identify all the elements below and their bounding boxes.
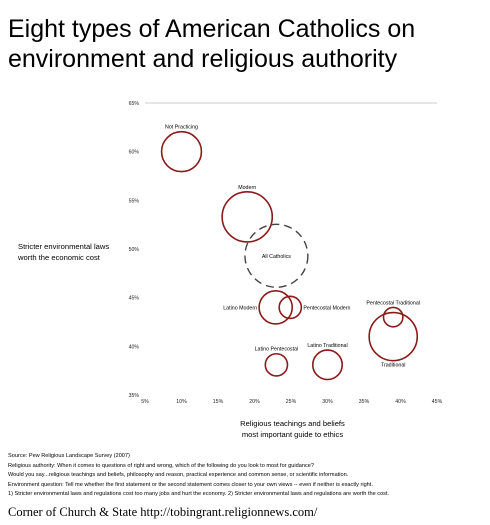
y-tick-label: 45% bbox=[129, 296, 140, 302]
bubble-label: Pentecostal Modern bbox=[303, 305, 350, 311]
chart-title-line-1: Eight types of American Catholics on bbox=[8, 15, 416, 43]
bubble-label: Latino Modern bbox=[223, 305, 257, 311]
bubble-label: All Catholics bbox=[262, 254, 291, 260]
axis-layer: 35% 40% 45% 50% 55% 60% 65% 5% 10% 15% 20% 25% 30% 35… bbox=[129, 101, 443, 405]
y-axis-label: Stricter environmental laws worth the ec… bbox=[18, 241, 128, 263]
x-tick-label: 15% bbox=[213, 399, 224, 405]
bubble-point bbox=[160, 130, 203, 173]
y-tick-label: 50% bbox=[129, 247, 140, 253]
bubble-point bbox=[311, 349, 344, 381]
label-layer: Not Practicing Modern All Catholics Latino … bbox=[165, 125, 420, 369]
y-axis-label-line-1: Stricter environmental laws bbox=[18, 242, 110, 251]
bubble-point bbox=[258, 290, 294, 325]
note-source: Source: Pew Religious Landscape Survey (… bbox=[8, 453, 130, 459]
chart-title: Eight types of American Catholics on env… bbox=[8, 14, 484, 74]
y-tick-label: 65% bbox=[129, 101, 140, 107]
y-tick-label: 40% bbox=[129, 344, 140, 350]
source-notes: Source: Pew Religious Landscape Survey (… bbox=[8, 452, 486, 500]
bubble-point bbox=[278, 295, 303, 320]
x-axis-label: Religious teachings and beliefs most imp… bbox=[200, 418, 385, 440]
note-authority-question: Religious authority: When it comes to qu… bbox=[8, 462, 314, 469]
note-environment-question: Environment question: Tell me whether th… bbox=[8, 481, 373, 488]
bubble-label: Not Practicing bbox=[165, 125, 198, 131]
bubble-layer bbox=[160, 130, 419, 381]
footer-credit: Corner of Church & State http://tobingra… bbox=[8, 505, 318, 519]
bubble-label: Latino Pentecostal bbox=[255, 347, 299, 353]
x-tick-label: 45% bbox=[432, 399, 443, 405]
bubble-label: Modern bbox=[238, 185, 256, 191]
bubble-point bbox=[264, 352, 289, 377]
note-environment-options: 1) Stricter environmental laws and regul… bbox=[8, 491, 390, 497]
bubble-point bbox=[382, 306, 404, 328]
x-tick-label: 35% bbox=[359, 399, 370, 405]
x-axis-label-line-1: Religious teachings and beliefs bbox=[240, 419, 345, 428]
x-tick-label: 25% bbox=[286, 399, 297, 405]
x-tick-label: 30% bbox=[322, 399, 333, 405]
note-authority-options: Would you say...religious teachings and … bbox=[8, 472, 349, 478]
y-tick-label: 55% bbox=[129, 198, 140, 204]
y-tick-label: 35% bbox=[129, 393, 140, 399]
x-tick-label: 40% bbox=[395, 399, 406, 405]
y-tick-label: 60% bbox=[129, 150, 140, 156]
x-tick-label: 20% bbox=[249, 399, 260, 405]
bubble-point bbox=[221, 191, 274, 243]
x-axis-label-line-2: most important guide to ethics bbox=[241, 430, 344, 439]
bubble-label: Pentecostal Traditional bbox=[366, 300, 420, 306]
bubble-label: Latino Traditional bbox=[307, 343, 347, 349]
x-tick-label: 5% bbox=[141, 399, 149, 405]
bubble-label: Traditional bbox=[381, 363, 406, 369]
chart-title-line-2: environment and religious authority bbox=[8, 45, 398, 73]
y-axis-label-line-2: worth the economic cost bbox=[18, 253, 100, 262]
bubble-point bbox=[244, 223, 309, 288]
bubble-point bbox=[368, 311, 419, 362]
x-tick-label: 10% bbox=[176, 399, 187, 405]
